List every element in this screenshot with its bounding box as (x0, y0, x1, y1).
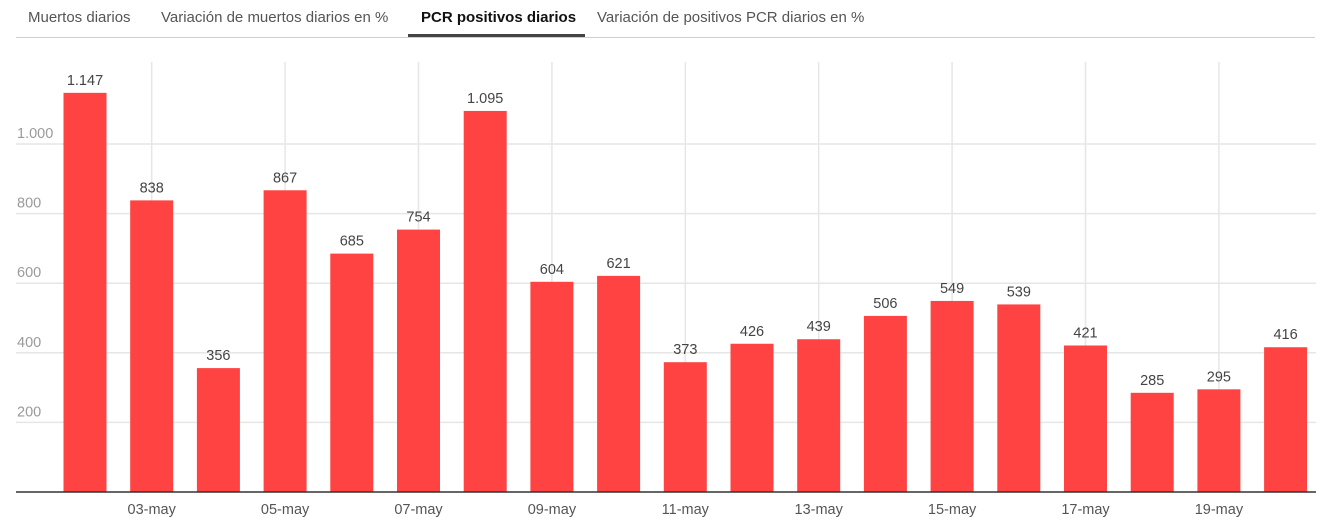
tab-variacion-muertos[interactable]: Variación de muertos diarios en % (161, 9, 389, 26)
bar[interactable] (1197, 389, 1241, 492)
bar-value-label: 549 (940, 281, 964, 297)
bar[interactable] (130, 200, 174, 492)
tab-pcr-positivos[interactable]: PCR positivos diarios (421, 9, 577, 26)
bar[interactable] (863, 315, 907, 492)
x-tick-label: 15-may (928, 502, 977, 518)
x-tick-label: 09-may (528, 502, 577, 518)
x-tick-label: 19-may (1195, 502, 1244, 518)
bar-value-label: 373 (673, 342, 697, 358)
bar-value-label: 439 (807, 319, 831, 335)
x-tick-label: 07-may (394, 502, 443, 518)
bar-value-label: 539 (1007, 284, 1031, 300)
bar[interactable] (930, 300, 974, 492)
y-tick-label: 1.000 (17, 126, 53, 142)
bar[interactable] (1064, 345, 1107, 492)
bar[interactable] (730, 343, 774, 492)
bar[interactable] (797, 339, 841, 492)
x-tick-label: 17-may (1061, 502, 1110, 518)
bar-value-label: 867 (273, 170, 297, 186)
chart-value-labels: 1.147 838 356 867 685 754 1.095 604 621 373 426 439… (67, 73, 1298, 389)
bar[interactable] (397, 229, 440, 492)
bar[interactable] (463, 110, 507, 492)
bar[interactable] (663, 362, 707, 492)
bar-value-label: 421 (1073, 325, 1097, 341)
tab-variacion-pcr[interactable]: Variación de positivos PCR diarios en % (597, 9, 865, 26)
y-tick-label: 600 (17, 265, 41, 281)
bar-value-label: 1.147 (67, 73, 103, 89)
x-tick-label: 05-may (261, 502, 310, 518)
bar-value-label: 685 (340, 234, 364, 250)
tab-muertos-diarios[interactable]: Muertos diarios (28, 9, 131, 26)
y-tick-label: 800 (17, 196, 41, 212)
bar-value-label: 604 (540, 262, 564, 278)
bar[interactable] (63, 92, 107, 493)
x-tick-label: 13-may (795, 502, 844, 518)
bar[interactable] (1264, 347, 1308, 492)
bar-value-label: 285 (1140, 373, 1164, 389)
bar-value-label: 621 (606, 256, 630, 272)
bar[interactable] (1130, 392, 1174, 492)
bar-value-label: 295 (1207, 369, 1231, 385)
x-tick-label: 03-may (128, 502, 177, 518)
bar[interactable] (263, 190, 307, 492)
bar-value-label: 426 (740, 324, 764, 340)
x-tick-label: 11-may (662, 502, 710, 518)
bar-value-label: 416 (1273, 327, 1297, 343)
y-tick-label: 200 (17, 404, 41, 420)
bar[interactable] (530, 281, 574, 492)
bar[interactable] (196, 368, 240, 492)
chart-axes: 03-may 05-may 07-may 09-may 11-may 13-may 15-m… (16, 491, 1316, 518)
bar[interactable] (997, 304, 1041, 492)
bar-value-label: 506 (873, 296, 897, 312)
bar-value-label: 754 (406, 210, 430, 226)
bar-value-label: 1.095 (467, 91, 503, 107)
bar[interactable] (330, 253, 374, 492)
active-tab-underline (408, 34, 585, 37)
chart-tabs: Muertos diarios Variación de muertos dia… (16, 0, 1315, 38)
bar-value-label: 356 (206, 348, 230, 364)
bar[interactable] (597, 275, 641, 492)
y-tick-label: 400 (17, 335, 41, 351)
bar-value-label: 838 (140, 180, 164, 196)
chart-bars (63, 92, 1308, 493)
